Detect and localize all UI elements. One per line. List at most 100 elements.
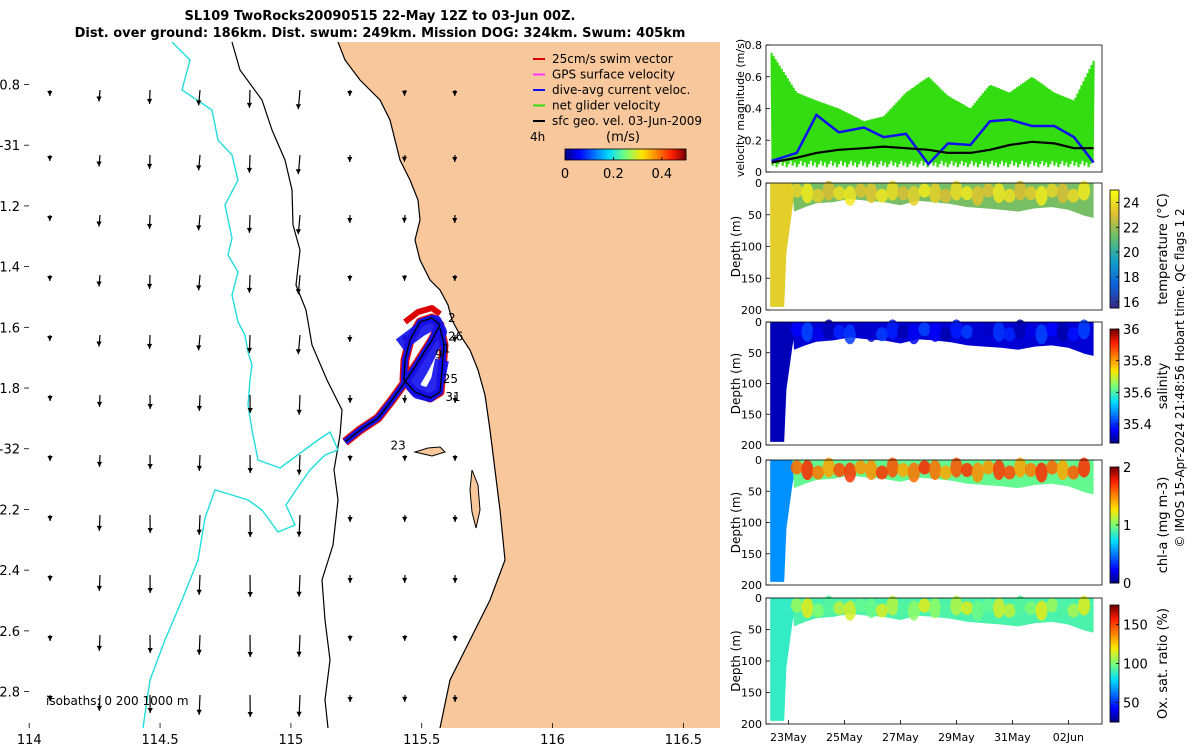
section-colorbar-cell	[1110, 555, 1119, 558]
section-colorbar-cell	[1110, 499, 1119, 503]
section-colorbar-cell	[1110, 527, 1119, 531]
geostrophic-vector	[147, 574, 153, 593]
section-colorbar-cell	[1110, 335, 1119, 339]
section-deep-profile	[770, 183, 797, 307]
section-cell	[844, 462, 856, 483]
section-colorbar-cell	[1110, 492, 1119, 496]
colorbar-cell	[629, 149, 633, 160]
isobath-label: isobaths: 0 200 1000 m	[46, 694, 189, 708]
geostrophic-vector	[296, 514, 302, 537]
geostrophic-vector	[146, 214, 153, 229]
section-cell	[1056, 598, 1069, 619]
colorbar-cell	[603, 149, 606, 160]
section-cell	[1046, 598, 1059, 613]
section-colorbar-cell	[1110, 633, 1119, 636]
map-y-tick-label: 31.6	[0, 321, 20, 336]
colorbar-cell	[649, 149, 653, 160]
geostrophic-vector	[402, 394, 408, 403]
time-tick-label: 27May	[882, 731, 919, 744]
section-colorbar-cell	[1110, 381, 1119, 385]
legend-entry: net glider velocity	[552, 99, 660, 113]
geostrophic-vector	[196, 694, 202, 715]
section-cell	[897, 601, 910, 616]
section-colorbar-cell	[1110, 411, 1119, 414]
section-cell	[812, 327, 825, 342]
colorbar-cell	[677, 149, 681, 160]
section-colorbar-cell	[1110, 413, 1119, 417]
section-colorbar-cell	[1110, 370, 1119, 373]
section-colorbar-cell	[1110, 609, 1119, 613]
section-colorbar-cell	[1110, 213, 1119, 217]
section-cell	[1003, 603, 1016, 618]
section-colorbar-cell	[1110, 564, 1119, 568]
rottnest-island	[413, 446, 446, 457]
colorbar-cell	[627, 149, 631, 160]
section-colorbar-cell	[1110, 401, 1119, 405]
geostrophic-vector	[295, 154, 301, 175]
geostrophic-vector	[296, 574, 302, 597]
section-colorbar-cell	[1110, 204, 1119, 208]
geostrophic-vector	[47, 694, 53, 702]
section-y-tick-label: 50	[748, 485, 762, 498]
section-colorbar-cell	[1110, 249, 1119, 252]
section-colorbar-cell	[1110, 220, 1119, 224]
section-cell	[801, 321, 814, 342]
geostrophic-vector	[147, 454, 153, 469]
section-colorbar-tick-label: 24	[1123, 196, 1140, 211]
geostrophic-vector	[347, 694, 353, 703]
section-colorbar-cell	[1110, 483, 1119, 487]
section-colorbar-cell	[1110, 427, 1119, 430]
section-colorbar-cell	[1110, 358, 1119, 362]
section-cell	[918, 322, 931, 337]
section-colorbar-cell	[1110, 376, 1119, 380]
section-cell	[907, 185, 920, 206]
geostrophic-vector	[401, 89, 408, 96]
section-cell	[833, 463, 846, 477]
section-cell	[1056, 183, 1069, 204]
section-colorbar-cell	[1110, 480, 1119, 484]
section-cell	[801, 598, 814, 619]
colorbar-cell	[681, 149, 685, 160]
section-colorbar-cell	[1110, 197, 1119, 200]
section-cell	[1014, 180, 1027, 201]
section-colorbar-cell	[1110, 215, 1119, 219]
section-colorbar-cell	[1110, 225, 1119, 229]
section-colorbar-tick-label: 36	[1123, 323, 1140, 338]
map-x-tick-label: 116.5	[665, 733, 702, 748]
section-colorbar-cell	[1110, 679, 1119, 683]
section-colorbar-cell	[1110, 344, 1119, 348]
section-colorbar-tick-label: 16	[1123, 296, 1140, 311]
geostrophic-vector	[196, 394, 202, 411]
section-cell	[886, 180, 899, 201]
section-colorbar-cell	[1110, 399, 1119, 403]
section-colorbar-cell	[1110, 569, 1119, 572]
section-cell	[1035, 600, 1048, 621]
section-colorbar-cell	[1110, 282, 1119, 285]
section-colorbar-cell	[1110, 719, 1119, 723]
section-colorbar-cell	[1110, 267, 1119, 271]
colorbar-cell	[589, 149, 592, 160]
section-colorbar-cell	[1110, 246, 1119, 250]
glider-track	[342, 305, 449, 446]
section-cell	[929, 321, 942, 342]
geostrophic-vector	[96, 574, 102, 591]
section-colorbar-cell	[1110, 485, 1119, 489]
colorbar-cell	[587, 149, 590, 160]
section-colorbar-cell	[1110, 354, 1119, 357]
section-colorbar-cell	[1110, 518, 1119, 521]
section-colorbar-cell	[1110, 473, 1119, 477]
section-cell	[875, 327, 888, 342]
section-cell	[833, 324, 846, 339]
geostrophic-vector	[452, 274, 458, 281]
section-cell	[971, 324, 984, 345]
section-cell	[939, 188, 952, 203]
section-colorbar-cell	[1110, 541, 1119, 545]
track-line	[344, 317, 445, 443]
section-colorbar-cell	[1110, 253, 1119, 257]
section-colorbar-cell	[1110, 665, 1119, 669]
geostrophic-vector	[347, 634, 353, 642]
section-colorbar-cell	[1110, 705, 1119, 709]
section-temperature: 0 50 100 150 200 Depth (m) 16 18 20 22 24 temperatu…	[729, 177, 1171, 317]
colorbar-cell	[617, 149, 620, 160]
section-ylabel: Depth (m)	[729, 216, 743, 277]
